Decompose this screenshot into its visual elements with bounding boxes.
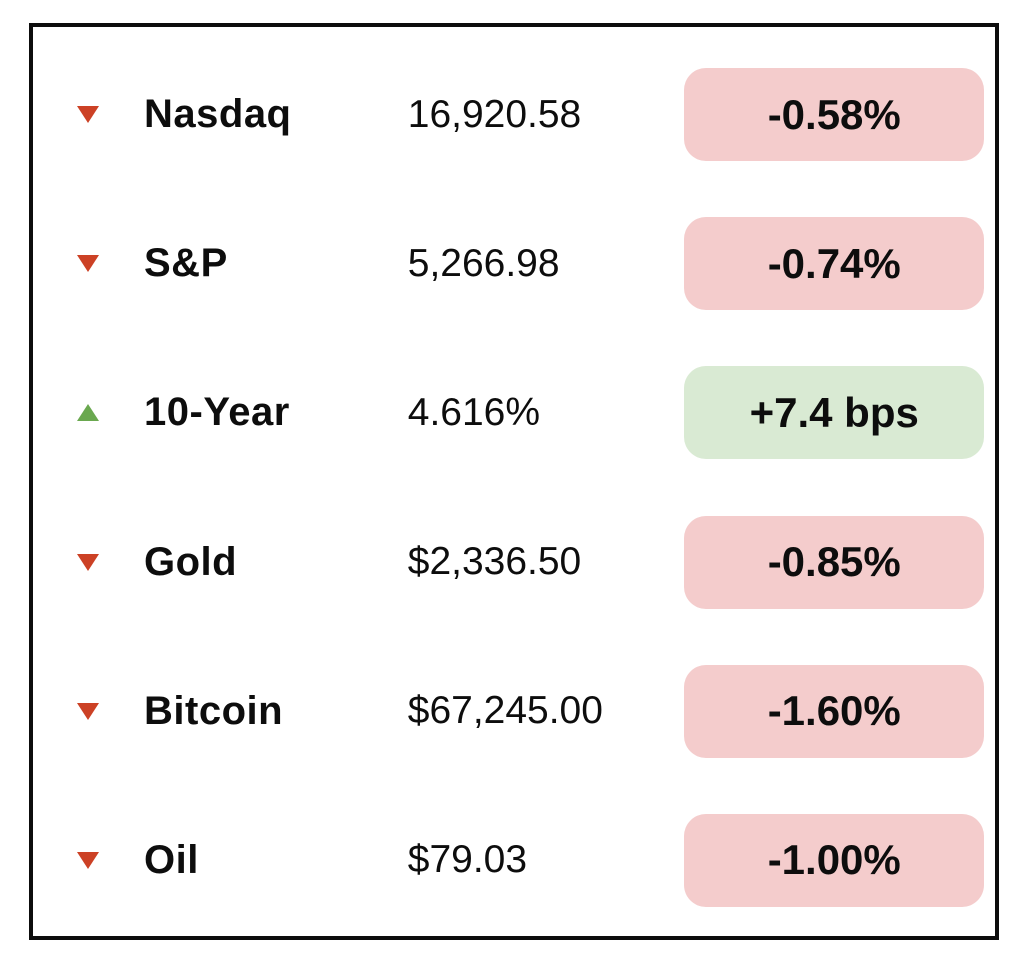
trend-up-arrow-icon xyxy=(77,404,99,422)
trend-down-arrow-icon xyxy=(77,851,99,869)
market-row-nasdaq: Nasdaq 16,920.58 -0.58% xyxy=(33,67,995,162)
market-summary-card: Nasdaq 16,920.58 -0.58% S&P 5,266.98 -0.… xyxy=(29,23,999,940)
instrument-label: Nasdaq xyxy=(144,92,292,136)
instrument-label: 10-Year xyxy=(144,390,290,435)
instrument-price: $2,336.50 xyxy=(407,540,582,584)
change-badge: -0.58% xyxy=(684,68,985,161)
trend-down-arrow-icon xyxy=(77,255,99,273)
instrument-price: $79.03 xyxy=(407,838,528,882)
trend-down-arrow-icon xyxy=(77,702,99,720)
market-row-sp: S&P 5,266.98 -0.74% xyxy=(33,216,995,311)
instrument-price: 16,920.58 xyxy=(407,92,582,136)
trend-down-arrow-icon xyxy=(77,106,99,123)
change-badge: -1.60% xyxy=(684,664,985,758)
change-badge: -0.74% xyxy=(684,217,985,311)
instrument-price: $67,245.00 xyxy=(407,689,603,733)
instrument-label: Oil xyxy=(144,837,199,882)
instrument-price: 5,266.98 xyxy=(407,241,560,285)
market-row-bitcoin: Bitcoin $67,245.00 -1.60% xyxy=(33,664,995,759)
instrument-label: Gold xyxy=(144,539,238,584)
market-row-oil: Oil $79.03 -1.00% xyxy=(33,813,995,908)
change-badge: +7.4 bps xyxy=(684,366,985,460)
instrument-label: S&P xyxy=(144,241,228,286)
instrument-label: Bitcoin xyxy=(144,688,284,733)
instrument-price: 4.616% xyxy=(407,390,541,434)
change-badge: -0.85% xyxy=(684,515,985,609)
market-row-gold: Gold $2,336.50 -0.85% xyxy=(33,515,995,610)
change-badge: -1.00% xyxy=(684,813,985,907)
market-row-10year: 10-Year 4.616% +7.4 bps xyxy=(33,365,995,460)
trend-down-arrow-icon xyxy=(77,553,99,571)
